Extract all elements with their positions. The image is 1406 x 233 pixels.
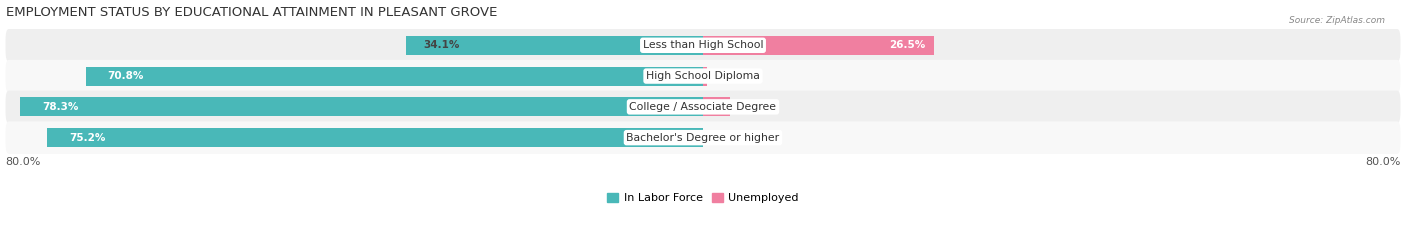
FancyBboxPatch shape — [6, 29, 1400, 62]
Text: 34.1%: 34.1% — [423, 40, 460, 50]
Bar — [703, 36, 934, 55]
Text: High School Diploma: High School Diploma — [647, 71, 759, 81]
Bar — [48, 128, 703, 147]
FancyBboxPatch shape — [6, 121, 1400, 154]
Text: 78.3%: 78.3% — [42, 102, 79, 112]
Text: 80.0%: 80.0% — [6, 157, 41, 167]
Bar — [406, 36, 703, 55]
Text: 26.5%: 26.5% — [889, 40, 925, 50]
Bar — [703, 67, 707, 86]
Text: EMPLOYMENT STATUS BY EDUCATIONAL ATTAINMENT IN PLEASANT GROVE: EMPLOYMENT STATUS BY EDUCATIONAL ATTAINM… — [6, 6, 496, 19]
Text: 70.8%: 70.8% — [107, 71, 143, 81]
Text: Bachelor's Degree or higher: Bachelor's Degree or higher — [627, 133, 779, 143]
Text: 0.0%: 0.0% — [711, 133, 741, 143]
Text: Less than High School: Less than High School — [643, 40, 763, 50]
Text: 3.1%: 3.1% — [738, 102, 768, 112]
Text: College / Associate Degree: College / Associate Degree — [630, 102, 776, 112]
Text: Source: ZipAtlas.com: Source: ZipAtlas.com — [1289, 16, 1385, 25]
Bar — [20, 97, 703, 116]
Legend: In Labor Force, Unemployed: In Labor Force, Unemployed — [603, 188, 803, 208]
FancyBboxPatch shape — [6, 91, 1400, 123]
Text: 75.2%: 75.2% — [69, 133, 105, 143]
Bar — [86, 67, 703, 86]
Text: 0.5%: 0.5% — [716, 71, 745, 81]
FancyBboxPatch shape — [6, 60, 1400, 92]
Bar — [703, 97, 730, 116]
Text: 80.0%: 80.0% — [1365, 157, 1400, 167]
